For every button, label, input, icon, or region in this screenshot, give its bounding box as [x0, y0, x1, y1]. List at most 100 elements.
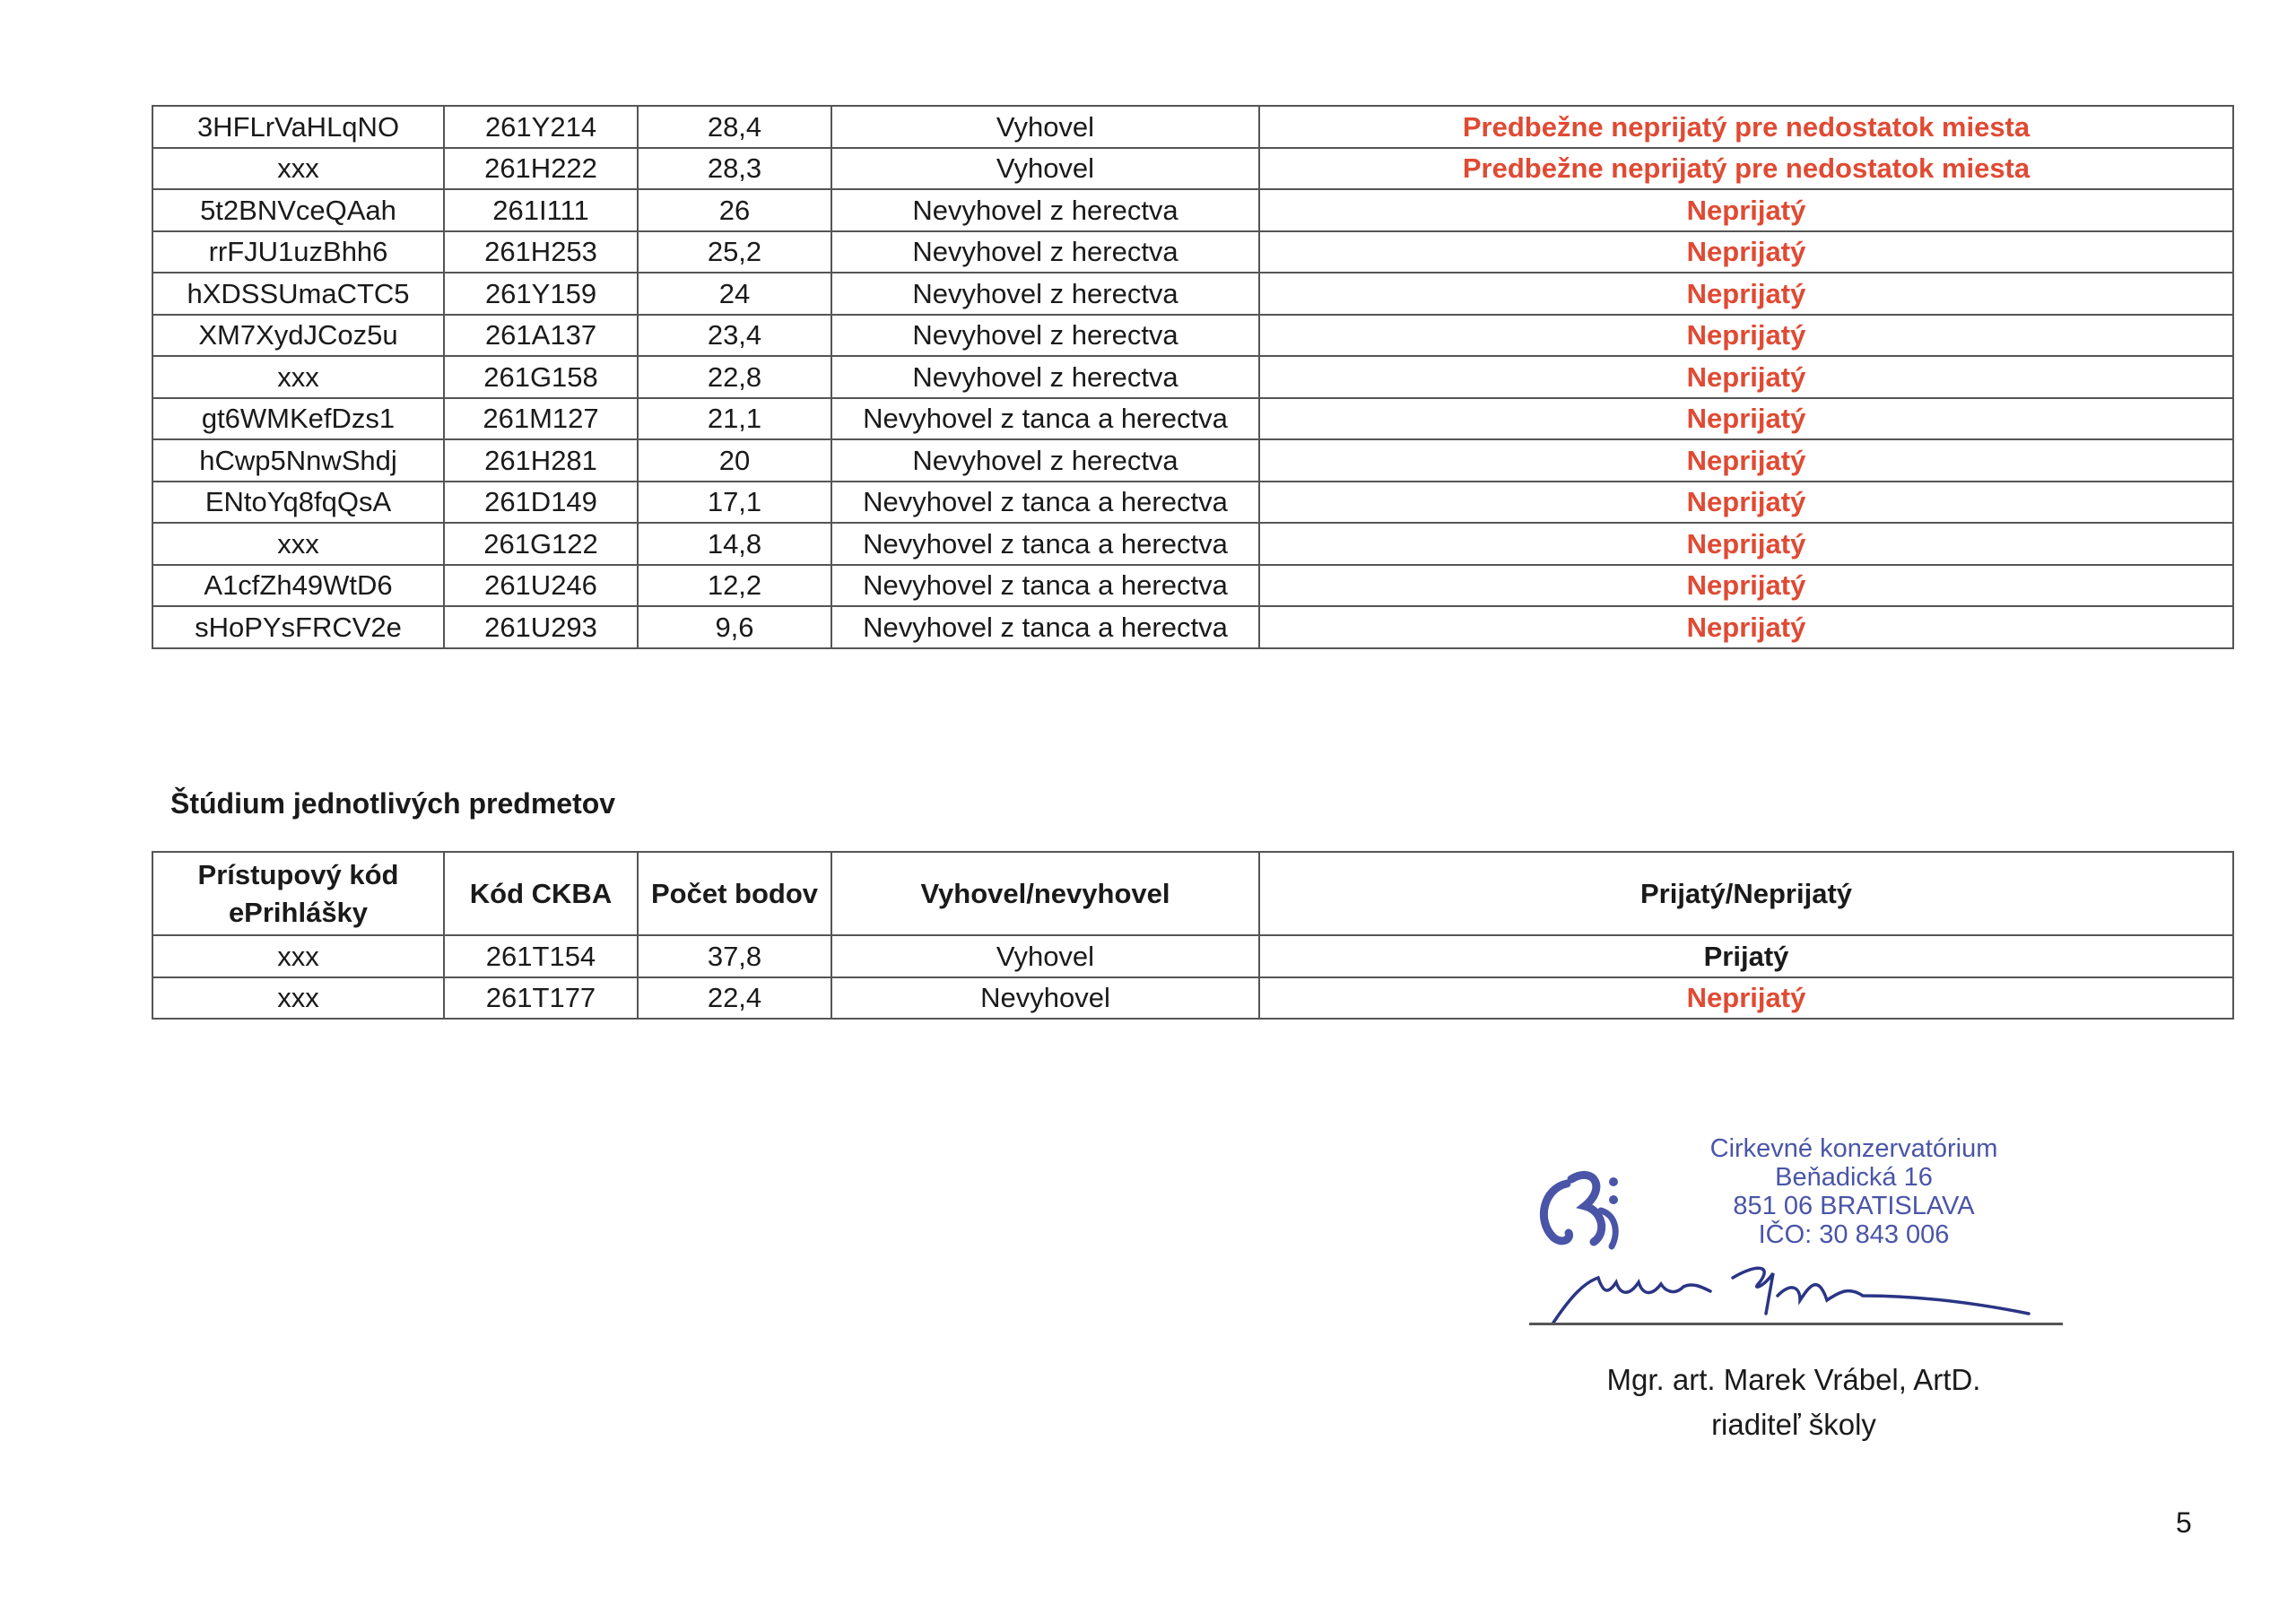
individual-subjects-table: Prístupový kód ePrihlášky Kód CKBA Počet…	[152, 851, 2234, 1020]
ckba-code-cell: 261A137	[443, 313, 639, 357]
signatory-role: riaditeľ školy	[1711, 1408, 1876, 1441]
points-cell: 23,4	[637, 313, 832, 357]
admission-cell: Neprijatý	[1258, 272, 2234, 316]
stamp-line: Beňadická 16	[1775, 1163, 1933, 1192]
pass-fail-cell: Nevyhovel z tanca a herectva	[831, 522, 1260, 566]
table-row: gt6WMKefDzs1 261M127 21,1 Nevyhovel z tanca…	[152, 396, 2234, 440]
pass-fail-cell: Nevyhovel z herectva	[831, 230, 1260, 273]
table-row: xxx 261G158 22,8 Nevyhovel z herectva Neprij…	[152, 355, 2234, 399]
ckba-code-cell: 261T177	[443, 976, 639, 1020]
pass-fail-cell: Nevyhovel z tanca a herectva	[831, 605, 1260, 649]
access-code-cell: rrFJU1uzBhh6	[152, 230, 445, 273]
admission-cell: Neprijatý	[1258, 522, 2234, 566]
points-cell: 22,8	[637, 355, 832, 399]
table-row: xxx 261T177 22,4 Nevyhovel Neprijatý	[152, 976, 2234, 1020]
access-code-cell: xxx	[152, 934, 445, 978]
table-row: xxx 261H222 28,3 Vyhovel Predbežne neprijatý…	[152, 146, 2234, 190]
access-code-cell: hCwp5NnwShdj	[152, 438, 445, 482]
pass-fail-cell: Nevyhovel z herectva	[831, 355, 1260, 399]
table-header-row: Prístupový kód ePrihlášky Kód CKBA Počet…	[152, 851, 2234, 936]
stamp-line: 851 06 BRATISLAVA	[1733, 1192, 1975, 1220]
access-code-cell: xxx	[152, 522, 445, 566]
table-row: hCwp5NnwShdj 261H281 20 Nevyhovel z herectv…	[152, 438, 2234, 482]
points-cell: 25,2	[637, 230, 832, 273]
admission-cell: Neprijatý	[1258, 605, 2234, 649]
pass-fail-cell: Vyhovel	[831, 146, 1260, 190]
table-row: rrFJU1uzBhh6 261H253 25,2 Nevyhovel z herec…	[152, 230, 2234, 273]
ckba-code-cell: 261M127	[443, 396, 639, 440]
table-row: xxx 261G122 14,8 Nevyhovel z tanca a herect…	[152, 522, 2234, 566]
access-code-cell: hXDSSUmaCTC5	[152, 272, 445, 316]
points-cell: 28,4	[637, 105, 832, 149]
table-row: XM7XydJCoz5u 261A137 23,4 Nevyhovel z herec…	[152, 313, 2234, 357]
admission-cell: Neprijatý	[1258, 188, 2234, 232]
ckba-code-cell: 261H253	[443, 230, 639, 273]
access-code-cell: xxx	[152, 976, 445, 1020]
pass-fail-cell: Nevyhovel z tanca a herectva	[831, 480, 1260, 524]
ckba-code-cell: 261I111	[443, 188, 639, 232]
ckba-code-cell: 261U293	[443, 605, 639, 649]
signature-line	[1529, 1323, 2063, 1325]
access-code-cell: sHoPYsFRCV2e	[152, 605, 445, 649]
table-row: xxx 261T154 37,8 Vyhovel Prijatý	[152, 934, 2234, 978]
header-points: Počet bodov	[637, 851, 832, 936]
access-code-cell: gt6WMKefDzs1	[152, 396, 445, 440]
table-row: sHoPYsFRCV2e 261U293 9,6 Nevyhovel z tanca …	[152, 605, 2234, 649]
points-cell: 24	[637, 272, 832, 316]
admission-cell: Neprijatý	[1258, 355, 2234, 399]
header-pass-fail: Vyhovel/nevyhovel	[831, 851, 1260, 936]
pass-fail-cell: Vyhovel	[831, 105, 1260, 149]
points-cell: 14,8	[637, 522, 832, 566]
admission-cell: Neprijatý	[1258, 396, 2234, 440]
admission-cell: Neprijatý	[1258, 563, 2234, 607]
pass-fail-cell: Nevyhovel z herectva	[831, 272, 1260, 316]
stamp-line: Cirkevné konzervatórium	[1709, 1134, 1998, 1163]
pass-fail-cell: Nevyhovel z tanca a herectva	[831, 396, 1260, 440]
section-heading: Štúdium jednotlivých predmetov	[170, 787, 616, 820]
ckba-code-cell: 261G158	[443, 355, 639, 399]
table-row: 3HFLrVaHLqNO 261Y214 28,4 Vyhovel Predbežne …	[152, 105, 2234, 149]
access-code-cell: xxx	[152, 355, 445, 399]
points-cell: 26	[637, 188, 832, 232]
school-stamp: Cirkevné konzervatórium Beňadická 16 851…	[1531, 1134, 2069, 1324]
pass-fail-cell: Nevyhovel z herectva	[831, 188, 1260, 232]
access-code-cell: 3HFLrVaHLqNO	[152, 105, 445, 149]
points-cell: 20	[637, 438, 832, 482]
points-cell: 21,1	[637, 396, 832, 440]
school-logo-icon	[1539, 1170, 1619, 1250]
points-cell: 12,2	[637, 563, 832, 607]
points-cell: 9,6	[637, 605, 832, 649]
table-row: hXDSSUmaCTC5 261Y159 24 Nevyhovel z herectv…	[152, 272, 2234, 316]
admission-cell: Predbežne neprijatý pre nedostatok miest…	[1258, 105, 2234, 149]
points-cell: 17,1	[637, 480, 832, 524]
ckba-code-cell: 261G122	[443, 522, 639, 566]
table-row: A1cfZh49WtD6 261U246 12,2 Nevyhovel z tanca…	[152, 563, 2234, 607]
access-code-cell: A1cfZh49WtD6	[152, 563, 445, 607]
header-ckba-code: Kód CKBA	[443, 851, 639, 936]
pass-fail-cell: Nevyhovel z herectva	[831, 313, 1260, 357]
ckba-code-cell: 261Y214	[443, 105, 639, 149]
points-cell: 28,3	[637, 146, 832, 190]
header-admitted: Prijatý/Neprijatý	[1258, 851, 2234, 936]
page-number: 5	[2176, 1506, 2192, 1539]
ckba-code-cell: 261D149	[443, 480, 639, 524]
handwritten-signature	[1552, 1266, 2031, 1324]
ckba-code-cell: 261H281	[443, 438, 639, 482]
results-table: 3HFLrVaHLqNO 261Y214 28,4 Vyhovel Predbežne …	[152, 105, 2234, 649]
admission-cell: Neprijatý	[1258, 230, 2234, 273]
ckba-code-cell: 261T154	[443, 934, 639, 978]
pass-fail-cell: Nevyhovel	[831, 976, 1260, 1020]
admission-cell: Neprijatý	[1258, 313, 2234, 357]
table-row: ENtoYq8fqQsA 261D149 17,1 Nevyhovel z tanca…	[152, 480, 2234, 524]
ckba-code-cell: 261H222	[443, 146, 639, 190]
admission-cell: Neprijatý	[1258, 438, 2234, 482]
ckba-code-cell: 261U246	[443, 563, 639, 607]
points-cell: 22,4	[637, 976, 832, 1020]
table-row: 5t2BNVceQAah 261I111 26 Nevyhovel z herectv…	[152, 188, 2234, 232]
signatory-name: Mgr. art. Marek Vrábel, ArtD.	[1606, 1363, 1981, 1396]
access-code-cell: ENtoYq8fqQsA	[152, 480, 445, 524]
pass-fail-cell: Vyhovel	[831, 934, 1260, 978]
pass-fail-cell: Nevyhovel z herectva	[831, 438, 1260, 482]
points-cell: 37,8	[637, 934, 832, 978]
header-access-code: Prístupový kód ePrihlášky	[152, 851, 445, 936]
